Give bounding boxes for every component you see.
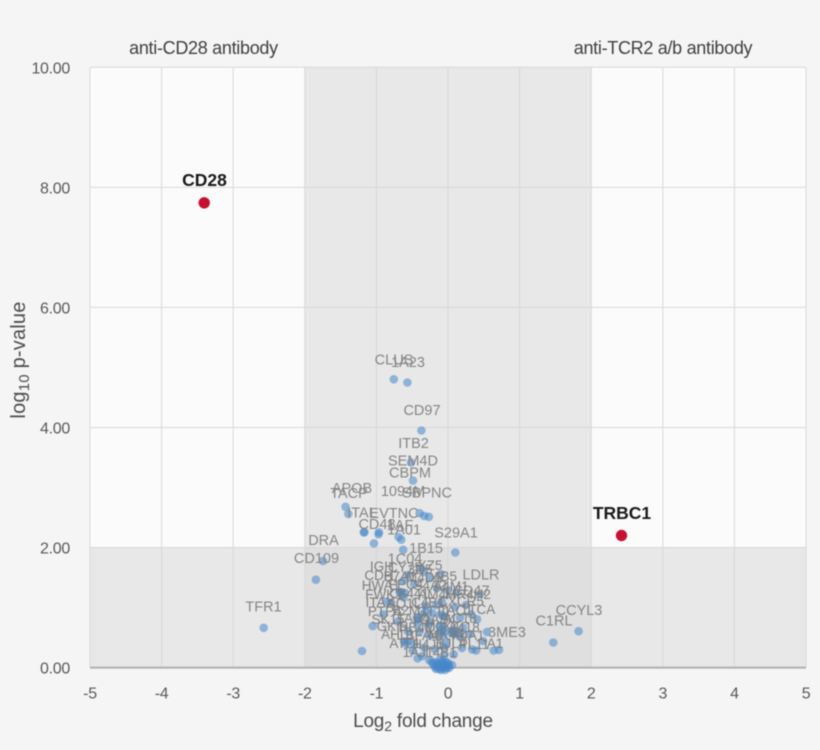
svg-text:LDLR: LDLR — [462, 568, 499, 584]
svg-text:C8441: C8441 — [389, 586, 429, 601]
svg-text:C4B1: C4B1 — [411, 595, 445, 610]
svg-text:CCYL3: CCYL3 — [556, 603, 603, 619]
svg-text:CD48: CD48 — [358, 517, 395, 533]
svg-text:M0K4: M0K4 — [424, 619, 460, 634]
svg-text:CDH: CDH — [364, 568, 393, 583]
svg-text:1AF: 1AF — [387, 518, 414, 534]
svg-text:log10 p-value: log10 p-value — [8, 301, 33, 418]
svg-text:EVTNC: EVTNC — [369, 506, 418, 522]
svg-text:1: 1 — [515, 686, 524, 703]
svg-text:MK44: MK44 — [428, 627, 464, 642]
svg-text:1TCA: 1TCA — [461, 602, 496, 617]
svg-text:CD28: CD28 — [182, 170, 227, 190]
svg-text:H4J1: H4J1 — [412, 637, 444, 652]
svg-text:SBPNC: SBPNC — [402, 486, 452, 502]
svg-text:-2: -2 — [298, 686, 312, 703]
svg-text:S29A1: S29A1 — [434, 526, 478, 542]
svg-text:SK15: SK15 — [371, 612, 404, 627]
svg-text:-5: -5 — [83, 686, 97, 703]
svg-text:-4: -4 — [155, 686, 169, 703]
svg-text:1A01: 1A01 — [387, 523, 421, 539]
svg-text:S4A2: S4A2 — [413, 578, 446, 593]
svg-text:M4D5: M4D5 — [406, 570, 442, 585]
svg-text:CD109: CD109 — [294, 551, 339, 567]
svg-text:GKI5: GKI5 — [377, 619, 408, 634]
svg-text:0: 0 — [444, 686, 453, 703]
svg-text:4: 4 — [730, 686, 739, 703]
svg-text:10.00: 10.00 — [31, 60, 70, 77]
svg-text:TAC1: TAC1 — [439, 603, 473, 618]
svg-text:BFA4: BFA4 — [405, 628, 439, 643]
svg-text:AC18: AC18 — [443, 611, 477, 626]
svg-text:0.00: 0.00 — [40, 661, 70, 678]
svg-text:SEM4D: SEM4D — [388, 454, 438, 470]
svg-text:CXCR5: CXCR5 — [438, 594, 484, 609]
svg-text:CD47: CD47 — [452, 584, 489, 600]
svg-text:ITAX: ITAX — [365, 595, 394, 610]
svg-text:K4A1: K4A1 — [451, 628, 484, 643]
svg-text:IGH: IGH — [370, 559, 394, 574]
svg-text:1B15: 1B15 — [409, 541, 443, 557]
svg-text:L4B1: L4B1 — [425, 645, 457, 660]
svg-text:CD97: CD97 — [403, 403, 440, 419]
svg-text:TRBC1: TRBC1 — [593, 503, 652, 523]
svg-text:ITB2: ITB2 — [398, 436, 429, 452]
svg-text:5: 5 — [802, 686, 811, 703]
svg-text:4.00: 4.00 — [40, 420, 70, 437]
svg-text:1AJ1: 1AJ1 — [403, 645, 434, 660]
svg-text:AM4H: AM4H — [418, 587, 456, 602]
svg-text:XZ5: XZ5 — [418, 558, 443, 573]
svg-text:CBPM: CBPM — [389, 466, 431, 482]
svg-text:6.00: 6.00 — [40, 300, 70, 317]
svg-text:8.00: 8.00 — [40, 180, 70, 197]
svg-text:1A23: 1A23 — [391, 355, 425, 371]
svg-text:HB4Q: HB4Q — [399, 620, 436, 635]
svg-text:AQ1L: AQ1L — [387, 596, 422, 611]
svg-text:CTT1: CTT1 — [417, 604, 451, 619]
svg-text:A1: A1 — [487, 636, 504, 651]
svg-text:3D5: 3D5 — [408, 562, 433, 577]
svg-text:HWA1: HWA1 — [362, 578, 401, 593]
svg-text:1094M: 1094M — [381, 484, 425, 500]
svg-text:A418: A418 — [448, 620, 480, 635]
svg-text:C1RL: C1RL — [535, 614, 572, 630]
svg-text:BJL4: BJL4 — [436, 636, 467, 651]
svg-text:3ME3: 3ME3 — [488, 625, 526, 641]
svg-text:-1: -1 — [370, 686, 384, 703]
svg-text:Log2 fold change: Log2 fold change — [353, 711, 493, 734]
svg-text:CY75: CY75 — [388, 560, 422, 575]
svg-text:anti-TCR2 a/b antibody: anti-TCR2 a/b antibody — [574, 38, 753, 58]
svg-text:-3: -3 — [226, 686, 240, 703]
svg-text:CLUS: CLUS — [375, 353, 414, 369]
svg-text:FPC4: FPC4 — [389, 577, 424, 592]
svg-text:TFR1: TFR1 — [245, 600, 281, 616]
svg-text:4B5: 4B5 — [433, 569, 457, 584]
svg-text:A4M1: A4M1 — [433, 579, 468, 594]
svg-text:DRA: DRA — [308, 533, 339, 549]
svg-text:ITAL: ITAL — [347, 506, 377, 522]
svg-text:anti-CD28 antibody: anti-CD28 antibody — [129, 38, 278, 58]
svg-text:PL11: PL11 — [459, 637, 490, 652]
svg-text:ATL1: ATL1 — [389, 636, 420, 651]
svg-text:2.00: 2.00 — [40, 541, 70, 558]
svg-text:MR4H2: MR4H2 — [445, 587, 491, 602]
svg-text:PTPA: PTPA — [368, 604, 402, 619]
svg-text:1AB4: 1AB4 — [396, 611, 430, 626]
svg-text:B2M1: B2M1 — [392, 603, 427, 618]
svg-text:2: 2 — [587, 686, 596, 703]
svg-text:1C04: 1C04 — [388, 552, 423, 568]
svg-text:AHL1: AHL1 — [381, 627, 415, 642]
svg-text:FWK1: FWK1 — [365, 587, 403, 602]
svg-text:B7A1: B7A1 — [383, 569, 416, 584]
svg-text:QAB4: QAB4 — [420, 612, 457, 627]
svg-text:TACP: TACP — [330, 486, 368, 502]
svg-text:3: 3 — [658, 686, 667, 703]
svg-text:APOB: APOB — [332, 481, 372, 497]
